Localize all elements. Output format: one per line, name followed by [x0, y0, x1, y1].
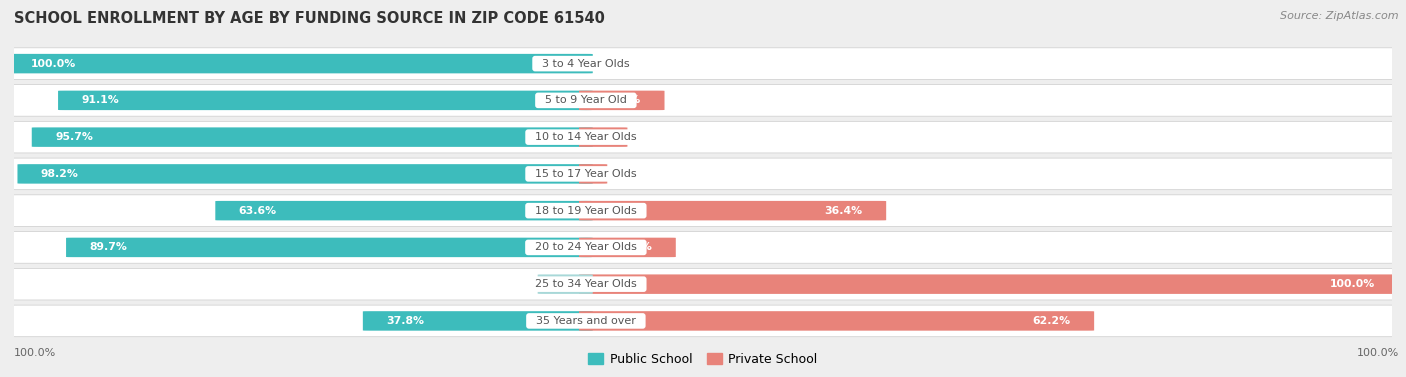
Text: 15 to 17 Year Olds: 15 to 17 Year Olds: [529, 169, 644, 179]
FancyBboxPatch shape: [10, 48, 1396, 80]
FancyBboxPatch shape: [10, 268, 1396, 300]
Text: 36.4%: 36.4%: [825, 205, 863, 216]
Text: 98.2%: 98.2%: [41, 169, 79, 179]
Legend: Public School, Private School: Public School, Private School: [583, 348, 823, 371]
Text: 100.0%: 100.0%: [1357, 348, 1399, 358]
Text: 100.0%: 100.0%: [1330, 279, 1375, 289]
Text: 4.3%: 4.3%: [574, 132, 605, 142]
FancyBboxPatch shape: [579, 90, 665, 110]
Text: 37.8%: 37.8%: [387, 316, 425, 326]
FancyBboxPatch shape: [10, 158, 1396, 190]
FancyBboxPatch shape: [579, 164, 607, 184]
Text: 0.0%: 0.0%: [541, 279, 572, 289]
FancyBboxPatch shape: [10, 231, 1396, 263]
Text: 91.1%: 91.1%: [82, 95, 120, 106]
FancyBboxPatch shape: [7, 54, 593, 74]
Text: 3 to 4 Year Olds: 3 to 4 Year Olds: [536, 58, 637, 69]
FancyBboxPatch shape: [10, 84, 1396, 116]
Text: 10 to 14 Year Olds: 10 to 14 Year Olds: [529, 132, 644, 142]
Text: 100.0%: 100.0%: [14, 348, 56, 358]
FancyBboxPatch shape: [579, 238, 676, 257]
Text: 1.8%: 1.8%: [554, 169, 583, 179]
FancyBboxPatch shape: [10, 121, 1396, 153]
Text: SCHOOL ENROLLMENT BY AGE BY FUNDING SOURCE IN ZIP CODE 61540: SCHOOL ENROLLMENT BY AGE BY FUNDING SOUR…: [14, 11, 605, 26]
Text: 62.2%: 62.2%: [1032, 316, 1071, 326]
Text: 89.7%: 89.7%: [90, 242, 128, 253]
Text: 100.0%: 100.0%: [31, 58, 76, 69]
Text: 10.3%: 10.3%: [614, 242, 652, 253]
Text: 95.7%: 95.7%: [55, 132, 93, 142]
FancyBboxPatch shape: [579, 127, 627, 147]
FancyBboxPatch shape: [66, 238, 593, 257]
FancyBboxPatch shape: [17, 164, 593, 184]
Text: 63.6%: 63.6%: [239, 205, 277, 216]
FancyBboxPatch shape: [58, 90, 593, 110]
Text: 20 to 24 Year Olds: 20 to 24 Year Olds: [527, 242, 644, 253]
FancyBboxPatch shape: [579, 201, 886, 221]
Text: Source: ZipAtlas.com: Source: ZipAtlas.com: [1281, 11, 1399, 21]
FancyBboxPatch shape: [579, 311, 1094, 331]
Text: 35 Years and over: 35 Years and over: [529, 316, 643, 326]
FancyBboxPatch shape: [537, 274, 593, 294]
FancyBboxPatch shape: [10, 195, 1396, 227]
FancyBboxPatch shape: [32, 127, 593, 147]
Text: 0.0%: 0.0%: [599, 58, 630, 69]
FancyBboxPatch shape: [363, 311, 593, 331]
FancyBboxPatch shape: [10, 305, 1396, 337]
Text: 8.9%: 8.9%: [610, 95, 641, 106]
Text: 5 to 9 Year Old: 5 to 9 Year Old: [538, 95, 634, 106]
Text: 25 to 34 Year Olds: 25 to 34 Year Olds: [529, 279, 644, 289]
FancyBboxPatch shape: [579, 274, 1399, 294]
Text: 18 to 19 Year Olds: 18 to 19 Year Olds: [529, 205, 644, 216]
FancyBboxPatch shape: [215, 201, 593, 221]
